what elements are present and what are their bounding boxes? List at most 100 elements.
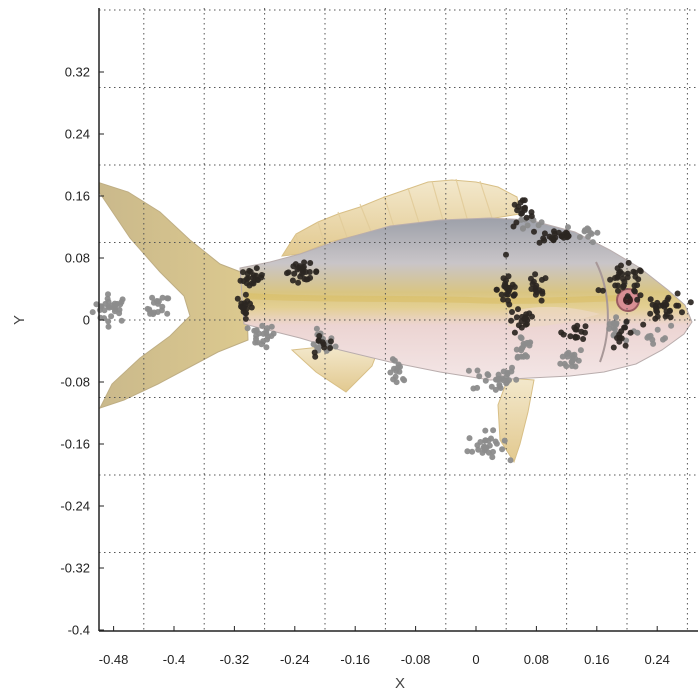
dark-points-series [234, 197, 694, 360]
light-data-point [101, 307, 108, 314]
light-data-point [466, 435, 473, 442]
dark-data-point [523, 321, 530, 327]
dark-data-point [679, 309, 685, 316]
dark-data-point [653, 307, 660, 314]
y-tick-label: -0.32 [60, 561, 90, 576]
dark-data-point [657, 302, 664, 309]
dark-data-point [510, 292, 517, 299]
light-data-point [582, 227, 588, 234]
light-data-point [146, 306, 153, 313]
dark-data-point [501, 283, 508, 290]
light-data-point [117, 301, 124, 308]
light-data-point [482, 427, 489, 434]
light-data-point [105, 291, 111, 298]
x-tick-label: -0.32 [220, 652, 250, 667]
light-data-point [504, 379, 510, 386]
dark-data-point [529, 313, 535, 320]
light-data-point [390, 376, 397, 383]
light-data-point [147, 310, 154, 317]
dark-data-point [517, 199, 524, 206]
dark-data-point [242, 315, 249, 322]
light-data-point [492, 438, 499, 445]
light-data-point [474, 442, 481, 449]
light-data-point [387, 369, 394, 376]
dark-data-point [316, 333, 323, 339]
dark-data-point [303, 276, 310, 283]
light-data-point [310, 341, 317, 348]
y-tick-label: -0.08 [60, 375, 90, 390]
dark-data-point [631, 288, 638, 295]
light-data-point [634, 329, 641, 336]
dark-data-point [284, 270, 290, 277]
dark-data-point [560, 331, 567, 338]
dark-data-point [540, 235, 547, 242]
light-data-point [577, 347, 584, 354]
light-data-point [332, 343, 339, 350]
light-data-point [475, 446, 482, 453]
dark-data-point [237, 277, 244, 284]
y-tick-label: 0 [83, 313, 90, 328]
dark-data-point [541, 230, 548, 237]
dark-data-point [313, 268, 320, 275]
dark-data-point [513, 314, 520, 321]
light-data-point [154, 309, 161, 315]
light-data-point [259, 322, 266, 329]
dark-data-point [647, 296, 654, 303]
dark-data-point [327, 345, 334, 351]
light-data-point [105, 323, 112, 330]
light-data-point [153, 298, 160, 304]
dark-data-point [289, 277, 296, 284]
dark-data-point [249, 274, 256, 281]
dark-data-point [539, 288, 546, 295]
dark-data-point [649, 301, 656, 308]
dark-data-point [291, 270, 298, 277]
light-data-point [518, 216, 525, 223]
dark-data-point [567, 333, 574, 340]
light-data-point [613, 314, 620, 321]
light-data-point [104, 295, 111, 302]
light-data-point [474, 367, 481, 374]
dark-data-point [300, 264, 307, 270]
dark-data-point [558, 233, 565, 240]
light-data-point [89, 309, 96, 316]
light-data-point [496, 381, 503, 388]
x-tick-label: -0.08 [401, 652, 431, 667]
light-data-point [564, 353, 571, 360]
dark-data-point [510, 223, 517, 230]
dark-data-point [647, 310, 654, 317]
light-data-point [313, 325, 320, 332]
light-data-point [479, 449, 486, 456]
light-data-point [654, 326, 661, 333]
x-tick-label: -0.48 [99, 652, 129, 667]
light-data-point [513, 376, 520, 383]
dark-data-point [321, 344, 328, 351]
dark-data-point [640, 321, 647, 328]
light-data-point [650, 340, 657, 347]
dark-data-point [595, 287, 602, 294]
light-data-point [396, 368, 403, 375]
dark-data-point [506, 301, 513, 308]
x-tick-label: 0.16 [584, 652, 609, 667]
dark-data-point [687, 299, 694, 306]
light-data-point [535, 222, 542, 229]
x-tick-label: -0.24 [280, 652, 310, 667]
light-data-point [260, 330, 267, 337]
dark-data-point [511, 284, 518, 290]
light-data-point [474, 384, 481, 391]
dark-data-point [622, 324, 629, 331]
dark-data-point [607, 276, 614, 283]
y-tick-label: -0.4 [68, 623, 90, 638]
dark-data-point [244, 270, 251, 277]
light-data-point [594, 229, 601, 236]
light-data-point [565, 224, 571, 231]
light-data-point [518, 335, 525, 342]
x-tick-label: -0.4 [163, 652, 185, 667]
light-data-point [499, 446, 506, 453]
light-data-point [111, 300, 118, 307]
light-data-point [389, 356, 396, 363]
light-data-point [610, 320, 617, 327]
dark-data-point [327, 338, 334, 345]
light-data-point [164, 310, 171, 317]
dark-data-point [503, 277, 509, 284]
